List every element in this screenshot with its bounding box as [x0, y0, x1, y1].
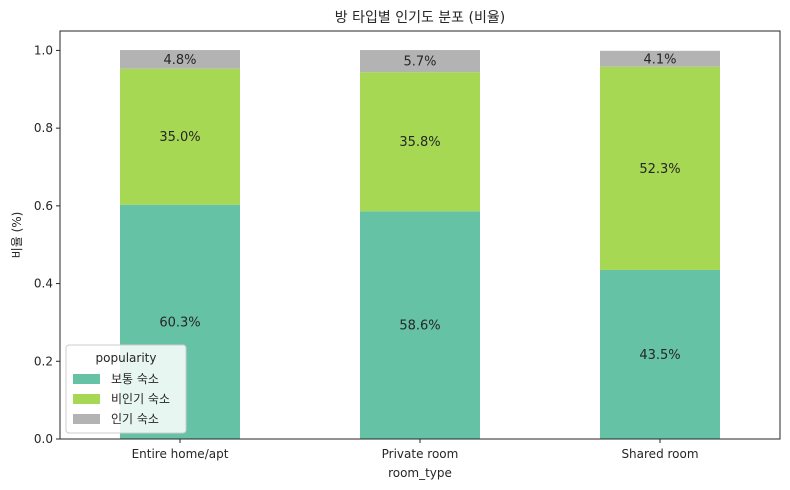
- bar-value-label: 43.5%: [639, 348, 680, 363]
- y-tick-label: 1.0: [34, 43, 53, 57]
- x-tick-label: Entire home/apt: [132, 447, 229, 461]
- x-axis: Entire home/apt Private room Shared room: [132, 439, 699, 461]
- bar-value-label: 58.6%: [399, 319, 440, 334]
- bar-value-label: 35.0%: [159, 130, 200, 145]
- legend-swatch: [73, 394, 100, 404]
- legend-entry-label: 보통 숙소: [111, 372, 159, 386]
- bar-segment: [360, 72, 480, 212]
- bar-segment: [600, 269, 720, 439]
- bar-value-label: 4.1%: [643, 52, 676, 67]
- bar-labels-layer: 60.3% 35.0% 4.8% 58.6% 35.8% 5.7% 43.5% 52.3% 4.…: [159, 52, 680, 363]
- chart-title: 방 타입별 인기도 분포 (비율): [335, 10, 505, 26]
- y-tick-label: 0.4: [34, 277, 53, 291]
- y-tick-label: 0.6: [34, 199, 53, 213]
- legend-entry-label: 인기 숙소: [111, 412, 159, 426]
- y-tick-label: 0.8: [34, 121, 53, 135]
- bar-value-label: 52.3%: [639, 162, 680, 177]
- bar-value-label: 4.8%: [163, 53, 196, 68]
- bar-segment: [600, 66, 720, 270]
- legend-swatch: [73, 374, 100, 384]
- y-tick-label: 0.0: [34, 432, 53, 446]
- y-tick-label: 0.2: [34, 354, 53, 368]
- legend-swatch: [73, 414, 100, 424]
- legend-entry-label: 비인기 숙소: [111, 392, 170, 406]
- legend-box: [65, 344, 187, 434]
- y-axis-label: 비율 (%): [10, 212, 24, 259]
- bar-segment: [360, 50, 480, 73]
- y-axis: 0.0 0.2 0.4 0.6 0.8 1.0: [34, 43, 60, 446]
- bar-segment: [600, 50, 720, 67]
- legend-title: popularity: [96, 351, 157, 365]
- x-tick-label: Shared room: [621, 447, 698, 461]
- bar-segment: [120, 50, 240, 69]
- x-tick-label: Private room: [382, 447, 459, 461]
- bar-segment: [120, 68, 240, 205]
- bars-layer: [120, 50, 720, 439]
- bar-value-label: 60.3%: [159, 315, 200, 330]
- x-axis-label: room_type: [388, 466, 452, 480]
- bar-value-label: 5.7%: [403, 55, 436, 70]
- bar-value-label: 35.8%: [399, 135, 440, 150]
- bar-segment: [360, 211, 480, 439]
